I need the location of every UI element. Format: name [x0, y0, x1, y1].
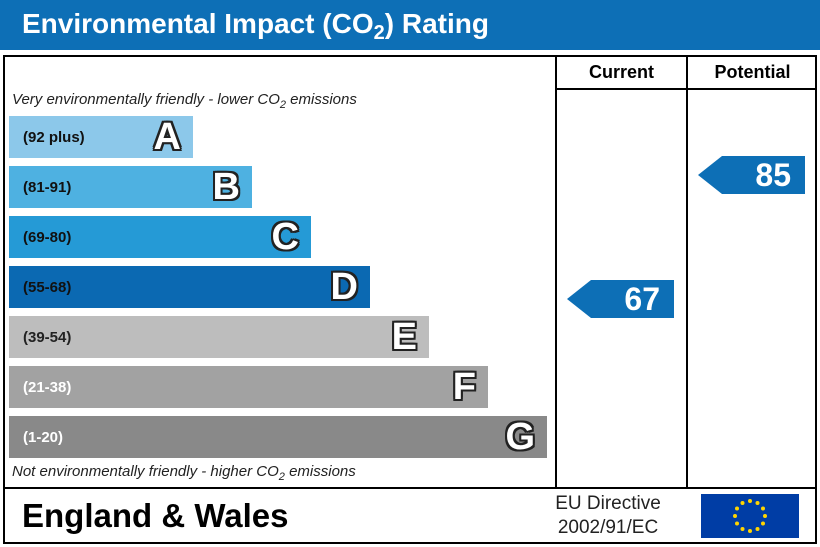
current-rating-value: 67 [624, 281, 660, 317]
caption-bottom-subscript: 2 [278, 471, 285, 483]
band-range-a: (92 plus) [23, 128, 85, 146]
band-letter-f: F [452, 366, 476, 408]
title-end: ) Rating [384, 8, 489, 39]
eu-star [735, 521, 740, 526]
band-letter-b: B [212, 166, 240, 208]
eu-flag-stars [733, 499, 767, 533]
title-subscript: 2 [373, 22, 385, 44]
eu-star [733, 514, 737, 518]
column-header-potential: Potential [714, 62, 791, 82]
band-a: (92 plus) A [9, 116, 193, 158]
column-header-current: Current [588, 62, 654, 82]
eu-star [755, 526, 760, 531]
eu-star [760, 521, 765, 526]
eu-directive: EU Directive 2002/91/EC [520, 492, 696, 540]
caption-top-subscript: 2 [279, 99, 286, 111]
page-title: Environmental Impact (CO2) Rating [0, 0, 820, 50]
band-range-c: (69-80) [23, 228, 72, 246]
eu-star [740, 526, 745, 531]
caption-bottom-end: emissions [284, 463, 356, 480]
divider-footer [3, 487, 817, 489]
band-c: (69-80) C [9, 216, 311, 258]
eu-star [735, 506, 740, 511]
potential-rating-value: 85 [755, 157, 791, 193]
band-range-e: (39-54) [23, 328, 72, 346]
caption-bottom: Not environmentally friendly - higher CO… [12, 463, 356, 483]
band-b: (81-91) B [9, 166, 252, 208]
eu-star [748, 529, 752, 533]
eu-directive-line1: EU Directive [555, 493, 661, 514]
band-range-f: (21-38) [23, 378, 72, 396]
current-rating-arrow: 67 [567, 280, 674, 318]
band-range-g: (1-20) [23, 428, 64, 446]
eu-star [763, 514, 767, 518]
rating-frame [3, 55, 817, 544]
divider-current [555, 55, 557, 489]
caption-top: Very environmentally friendly - lower CO… [12, 91, 357, 111]
caption-top-main: Very environmentally friendly - lower CO [12, 91, 280, 108]
band-e: (39-54) E [9, 316, 429, 358]
band-range-b: (81-91) [23, 178, 72, 196]
band-range-d: (55-68) [23, 278, 72, 296]
eu-flag-icon [701, 494, 799, 538]
eu-star [748, 499, 752, 503]
eu-star [760, 506, 765, 511]
band-letter-d: D [330, 266, 358, 308]
potential-rating-arrow: 85 [698, 156, 805, 194]
caption-bottom-main: Not environmentally friendly - higher CO [12, 463, 279, 480]
band-f: (21-38) F [9, 366, 488, 408]
divider-potential [686, 55, 688, 489]
band-letter-c: C [271, 216, 299, 258]
eu-star [755, 501, 760, 506]
eu-directive-line2: 2002/91/EC [557, 517, 659, 538]
region-label: England & Wales [22, 497, 289, 534]
caption-top-end: emissions [286, 91, 357, 108]
title-main: Environmental Impact (CO [22, 8, 374, 39]
band-d: (55-68) D [9, 266, 370, 308]
eu-star [740, 501, 745, 506]
band-g: (1-20) G [9, 416, 547, 458]
band-letter-g: G [505, 416, 535, 458]
band-letter-a: A [153, 116, 181, 158]
band-letter-e: E [391, 316, 417, 358]
divider-header [555, 88, 817, 90]
